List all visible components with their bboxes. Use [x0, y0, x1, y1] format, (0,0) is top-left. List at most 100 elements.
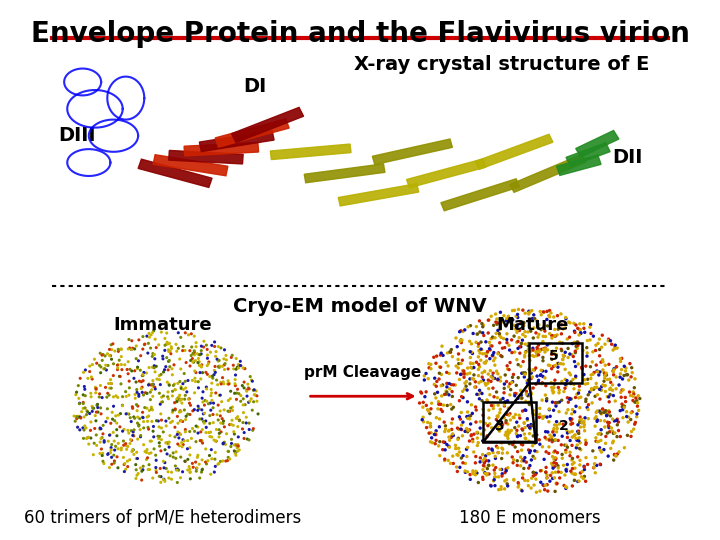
Point [598, 446, 610, 454]
Point [555, 468, 567, 477]
Point [433, 422, 445, 431]
Point [610, 451, 621, 460]
Point [485, 312, 497, 321]
Point [484, 354, 495, 363]
Point [109, 416, 120, 425]
Point [135, 377, 147, 386]
Point [462, 322, 474, 331]
Point [531, 316, 542, 325]
Point [526, 306, 538, 315]
Point [122, 462, 133, 471]
Point [448, 381, 459, 389]
Point [595, 460, 606, 469]
Point [416, 415, 428, 424]
Point [109, 459, 120, 468]
Point [173, 434, 184, 442]
Point [595, 358, 607, 367]
Point [493, 426, 505, 434]
Point [442, 349, 454, 357]
Point [625, 432, 636, 441]
Point [535, 370, 546, 379]
Point [238, 383, 250, 392]
Point [578, 417, 590, 426]
Point [528, 310, 539, 319]
Point [567, 375, 579, 384]
Point [492, 375, 503, 384]
Point [199, 396, 211, 405]
Point [557, 325, 569, 333]
Point [153, 372, 165, 380]
Point [569, 328, 580, 337]
Point [467, 364, 478, 373]
Point [518, 418, 530, 427]
Point [572, 453, 583, 461]
Point [526, 351, 538, 360]
Point [464, 470, 476, 479]
Point [136, 383, 148, 391]
Point [171, 430, 183, 439]
Point [233, 442, 244, 450]
Point [176, 438, 187, 447]
Point [477, 405, 489, 414]
Point [224, 379, 235, 388]
Point [491, 320, 503, 328]
Point [564, 414, 576, 423]
Point [476, 319, 487, 328]
Point [512, 431, 523, 440]
Point [127, 446, 138, 454]
Point [595, 430, 607, 438]
Point [462, 428, 473, 436]
Point [124, 343, 135, 352]
Point [217, 419, 229, 428]
Point [225, 442, 237, 451]
Point [181, 444, 193, 453]
Point [481, 349, 492, 357]
Point [436, 392, 447, 400]
Point [235, 392, 246, 400]
Point [513, 360, 524, 369]
Point [102, 404, 113, 413]
Point [174, 394, 185, 403]
Point [472, 434, 483, 442]
Point [582, 336, 593, 345]
Point [80, 366, 91, 374]
Point [464, 369, 475, 377]
Point [109, 437, 120, 445]
Point [211, 376, 222, 384]
Point [206, 433, 217, 441]
Point [544, 406, 555, 414]
Point [528, 366, 540, 374]
Point [152, 432, 163, 441]
Point [512, 310, 523, 319]
Point [510, 325, 521, 334]
Point [567, 433, 578, 441]
Point [529, 454, 541, 463]
Point [629, 418, 641, 427]
Point [577, 346, 589, 355]
Point [581, 403, 593, 412]
Point [218, 380, 230, 388]
Point [549, 454, 561, 462]
Point [195, 349, 207, 358]
Point [108, 393, 120, 401]
Point [594, 395, 606, 403]
Point [164, 431, 176, 440]
Point [465, 431, 477, 440]
Point [135, 384, 147, 393]
Point [574, 461, 585, 469]
Point [126, 367, 138, 375]
Point [616, 386, 628, 394]
Point [112, 364, 123, 373]
Point [559, 375, 571, 383]
Point [533, 377, 544, 386]
Point [594, 443, 606, 452]
Point [572, 324, 583, 333]
Point [569, 327, 580, 335]
Point [615, 369, 626, 378]
Point [541, 474, 552, 482]
Point [71, 388, 82, 396]
Point [224, 407, 235, 416]
Point [518, 419, 530, 428]
Point [539, 345, 551, 353]
Point [471, 390, 482, 399]
